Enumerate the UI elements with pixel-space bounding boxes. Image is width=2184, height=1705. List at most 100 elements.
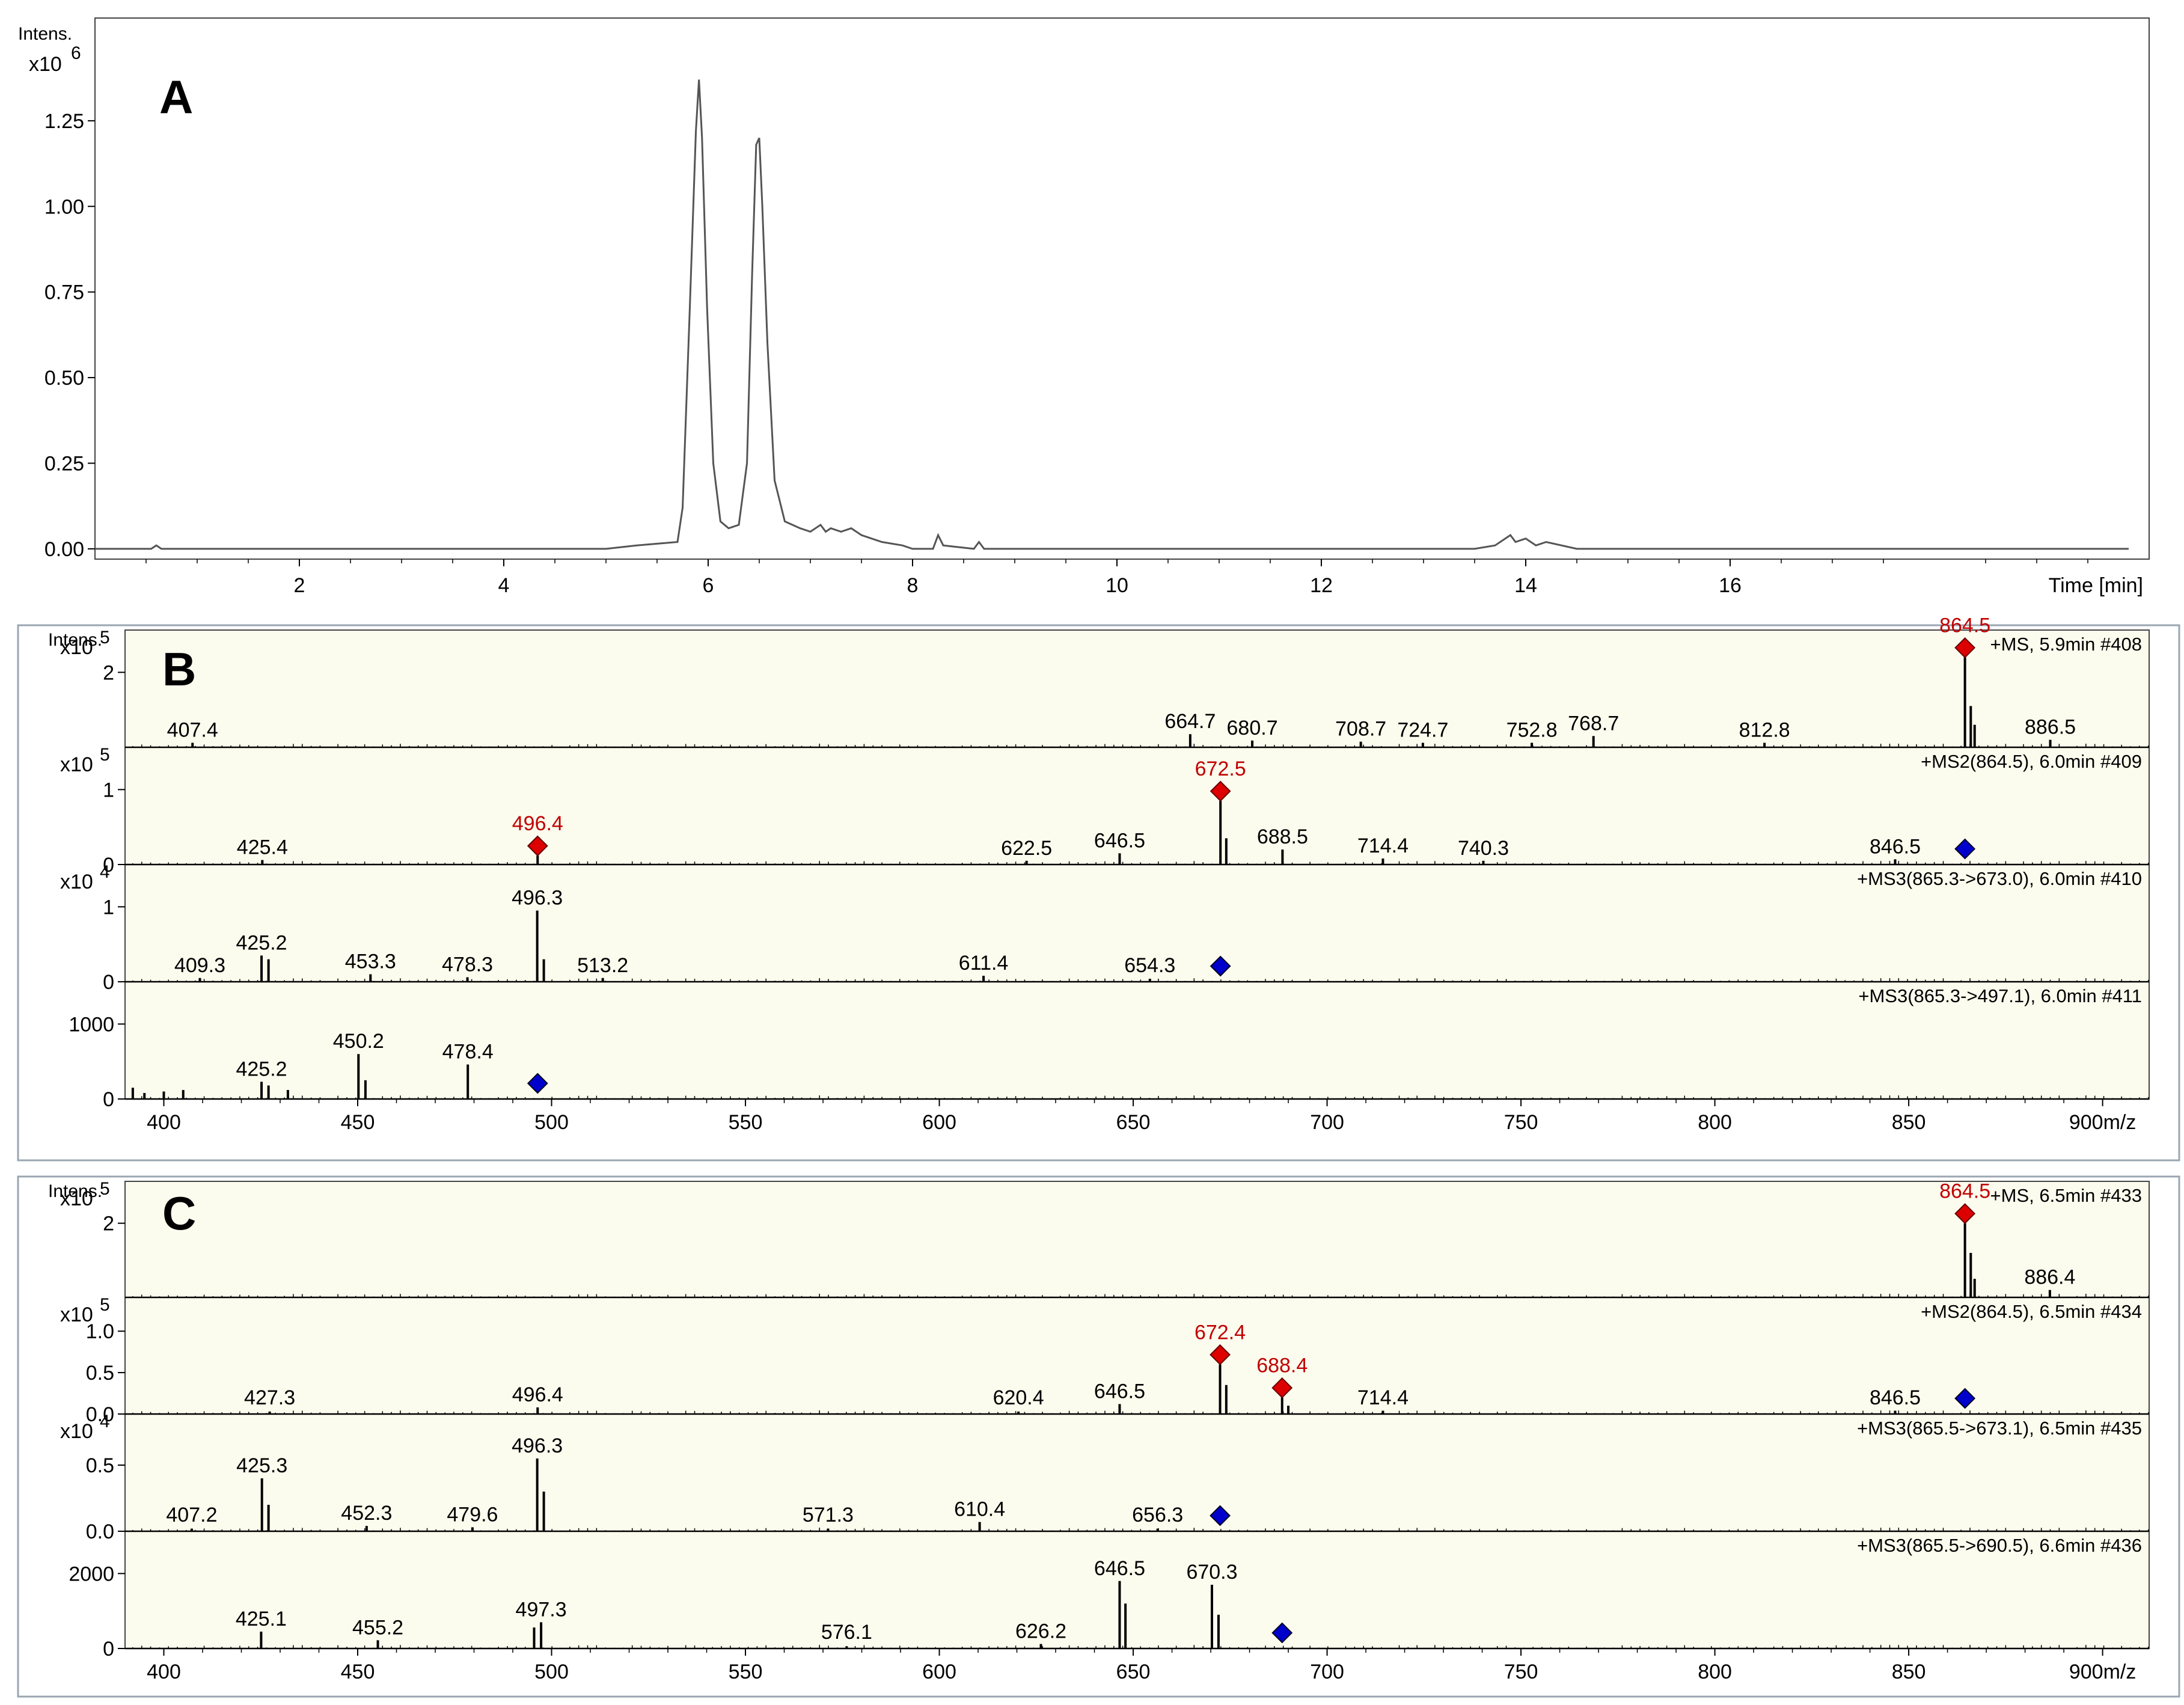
y-axis-unit: x10 xyxy=(60,753,93,776)
peak-label: 452.3 xyxy=(341,1502,392,1525)
x-tick-label: 850 xyxy=(1892,1111,1926,1134)
y-tick-label: 0.0 xyxy=(86,1520,114,1543)
y-tick-label: 0.5 xyxy=(86,1362,114,1385)
peak-label: 708.7 xyxy=(1335,718,1386,741)
x-tick-label-a: 6 xyxy=(703,574,714,597)
x-tick-label: 800 xyxy=(1698,1661,1732,1683)
x-tick-label: 750 xyxy=(1504,1111,1538,1134)
x-tick-label-a: 16 xyxy=(1719,574,1742,597)
y-axis-exponent-a: 6 xyxy=(71,43,81,63)
precursor-label: 864.5 xyxy=(1939,1180,1990,1203)
y-tick-label: 0 xyxy=(103,971,114,994)
peak-label: 425.2 xyxy=(236,1058,287,1080)
y-axis-exponent: 5 xyxy=(100,1295,110,1315)
x-tick-label: 600 xyxy=(922,1661,956,1683)
scan-title: +MS3(865.5->673.1), 6.5min #435 xyxy=(1857,1418,2142,1439)
y-axis-label-b: Intens. xyxy=(48,630,102,650)
y-axis-exponent: 4 xyxy=(100,1412,110,1431)
y-tick-label: 1 xyxy=(103,779,114,801)
y-tick-label-a: 0.75 xyxy=(44,281,84,304)
peak-label: 622.5 xyxy=(1001,837,1052,860)
precursor-label: 864.5 xyxy=(1939,614,1990,637)
plot-area-a xyxy=(94,17,2150,560)
y-axis-exponent: 5 xyxy=(100,1179,110,1199)
panel-label-c: C xyxy=(162,1187,196,1240)
peak-label: 425.3 xyxy=(236,1454,287,1477)
peak-label: 724.7 xyxy=(1397,719,1448,742)
y-tick-label: 2 xyxy=(103,1213,114,1235)
peak-label: 576.1 xyxy=(821,1621,872,1644)
scan-title: +MS3(865.3->673.0), 6.0min #410 xyxy=(1857,868,2142,889)
scan-title: +MS3(865.5->690.5), 6.6min #436 xyxy=(1857,1535,2142,1556)
y-tick-label: 0.0 xyxy=(86,1403,114,1426)
y-tick-label: 2 xyxy=(103,661,114,684)
peak-label: 646.5 xyxy=(1094,1557,1145,1580)
precursor-marker-red xyxy=(1271,1377,1293,1398)
chromatogram-trace xyxy=(95,79,2129,550)
peak-label: 407.2 xyxy=(166,1504,217,1526)
peak-label: 478.4 xyxy=(442,1041,494,1064)
x-tick-label: 700 xyxy=(1310,1661,1344,1683)
x-tick-label: 550 xyxy=(729,1661,763,1683)
scan-title: +MS3(865.3->497.1), 6.0min #411 xyxy=(1858,985,2142,1006)
precursor-marker-red xyxy=(1210,1344,1231,1365)
y-axis-unit-a: x10 xyxy=(29,53,62,76)
x-tick-label: 900m/z xyxy=(2069,1111,2137,1134)
precursor-label: 496.4 xyxy=(512,812,563,835)
y-tick-label: 0 xyxy=(103,1088,114,1111)
precursor-marker-red xyxy=(1210,780,1231,802)
y-tick-label-a: 1.25 xyxy=(44,110,84,133)
x-tick-label: 800 xyxy=(1698,1111,1732,1134)
x-tick-label-a: 8 xyxy=(907,574,919,597)
y-tick-label: 1000 xyxy=(69,1013,114,1036)
y-tick-label: 2000 xyxy=(69,1563,114,1585)
y-tick-label: 0 xyxy=(103,854,114,877)
peak-label: 646.5 xyxy=(1094,1380,1145,1403)
y-axis-exponent: 5 xyxy=(100,745,110,765)
x-tick-label: 500 xyxy=(534,1111,569,1134)
peak-label: 513.2 xyxy=(577,954,628,977)
panel-a-chromatogram: A Intens. x10 6 0.00 0.25 0.50 0.75 1.00 1.25 2 4 6 8… xyxy=(18,17,2150,597)
y-axis-unit: x10 xyxy=(60,1303,93,1326)
peak-label: 846.5 xyxy=(1870,835,1921,858)
peak-label: 409.3 xyxy=(174,954,225,977)
parent-marker-blue xyxy=(1954,1388,1976,1409)
peak-label: 496.3 xyxy=(512,887,563,910)
precursor-label: 672.4 xyxy=(1194,1321,1246,1344)
x-tick-label: 750 xyxy=(1504,1661,1538,1683)
x-tick-label-a: 2 xyxy=(294,574,305,597)
x-tick-label: 700 xyxy=(1310,1111,1344,1134)
peak-label: 664.7 xyxy=(1164,710,1216,733)
precursor-label: 672.5 xyxy=(1195,758,1246,780)
y-tick-label: 0.5 xyxy=(86,1454,114,1477)
y-tick-label: 1 xyxy=(103,896,114,919)
peak-label: 846.5 xyxy=(1870,1386,1921,1409)
panel-c-spectra: C Intens. +MS, 6.5min #433 x10 5 2 886.4 864.5 +… xyxy=(17,1175,2180,1698)
precursor-marker-red xyxy=(1954,637,1976,658)
peak-label: 680.7 xyxy=(1227,717,1278,739)
y-axis-label-c: Intens. xyxy=(48,1181,102,1201)
y-tick-label-a: 1.00 xyxy=(44,195,84,218)
peak-label: 478.3 xyxy=(442,954,493,976)
peak-label: 496.3 xyxy=(512,1434,563,1457)
x-tick-label: 900m/z xyxy=(2069,1661,2137,1683)
x-tick-label-a: 4 xyxy=(498,574,510,597)
peak-label: 654.3 xyxy=(1124,954,1175,977)
precursor-label: 688.4 xyxy=(1256,1354,1308,1377)
peak-label: 427.3 xyxy=(244,1386,295,1409)
y-axis-exponent: 4 xyxy=(100,862,110,882)
scan-title: +MS2(864.5), 6.5min #434 xyxy=(1921,1301,2142,1322)
spectra-area-c xyxy=(124,1181,2150,1649)
x-tick-label: 400 xyxy=(147,1111,181,1134)
x-tick-label-a: 10 xyxy=(1106,574,1128,597)
y-axis-label-a: Intens. xyxy=(18,24,72,44)
panel-label-a: A xyxy=(159,70,193,123)
scan-title: +MS2(864.5), 6.0min #409 xyxy=(1921,751,2142,772)
y-axis-unit: x10 xyxy=(60,636,93,659)
peak-label: 450.2 xyxy=(333,1030,384,1053)
x-tick-label-a: 14 xyxy=(1514,574,1537,597)
peak-label: 656.3 xyxy=(1132,1504,1183,1526)
x-tick-label: 450 xyxy=(341,1111,375,1134)
peak-label: 688.5 xyxy=(1257,825,1308,848)
